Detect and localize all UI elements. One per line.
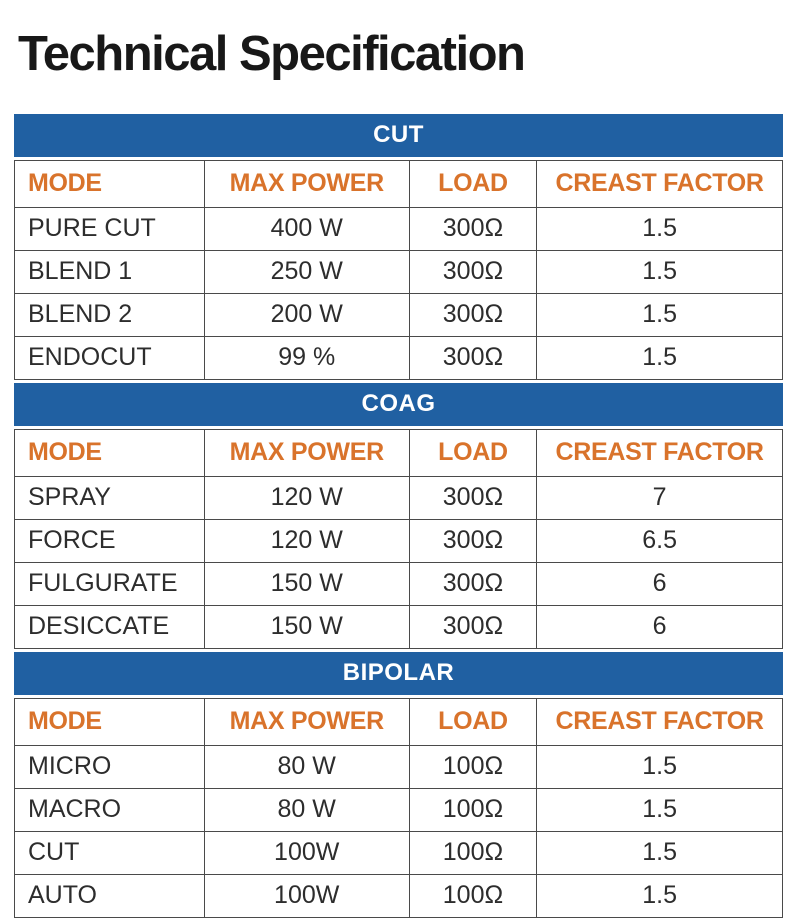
table-row: BLEND 1 250 W 300Ω 1.5: [14, 249, 783, 294]
section-coag: COAG MODE MAX POWER LOAD CREAST FACTOR S…: [14, 382, 783, 649]
cell-mode: BLEND 1: [14, 249, 205, 294]
table-row: MACRO 80 W 100Ω 1.5: [14, 787, 783, 832]
cell-creast-factor: 1.5: [536, 830, 783, 875]
cell-mode: PURE CUT: [14, 206, 205, 251]
page-title: Technical Specification: [18, 27, 526, 81]
cell-max-power: 80 W: [203, 744, 410, 789]
cell-creast-factor: 1.5: [536, 335, 783, 380]
column-header-load: LOAD: [408, 159, 538, 208]
cell-creast-factor: 6: [536, 561, 783, 606]
column-header-load: LOAD: [408, 428, 538, 477]
cell-creast-factor: 1.5: [536, 249, 783, 294]
column-header-creast-factor: CREAST FACTOR: [536, 159, 783, 208]
cell-load: 100Ω: [408, 787, 538, 832]
cell-load: 300Ω: [408, 475, 538, 520]
table-row: AUTO 100W 100Ω 1.5: [14, 873, 783, 918]
cell-load: 300Ω: [408, 249, 538, 294]
cell-creast-factor: 6.5: [536, 518, 783, 563]
cell-mode: CUT: [14, 830, 205, 875]
cell-load: 100Ω: [408, 873, 538, 918]
cell-load: 300Ω: [408, 292, 538, 337]
table-row: CUT 100W 100Ω 1.5: [14, 830, 783, 875]
cell-creast-factor: 1.5: [536, 873, 783, 918]
cell-max-power: 99 %: [203, 335, 410, 380]
cell-mode: ENDOCUT: [14, 335, 205, 380]
column-header-creast-factor: CREAST FACTOR: [536, 697, 783, 746]
column-header-load: LOAD: [408, 697, 538, 746]
table-row: DESICCATE 150 W 300Ω 6: [14, 604, 783, 649]
cell-creast-factor: 1.5: [536, 292, 783, 337]
cell-load: 300Ω: [408, 604, 538, 649]
table-row: MICRO 80 W 100Ω 1.5: [14, 744, 783, 789]
cell-max-power: 250 W: [203, 249, 410, 294]
cell-load: 100Ω: [408, 830, 538, 875]
table-row: BLEND 2 200 W 300Ω 1.5: [14, 292, 783, 337]
section-cut: CUT MODE MAX POWER LOAD CREAST FACTOR PU…: [14, 113, 783, 380]
cell-creast-factor: 1.5: [536, 744, 783, 789]
cell-mode: MICRO: [14, 744, 205, 789]
cell-mode: DESICCATE: [14, 604, 205, 649]
cell-max-power: 400 W: [203, 206, 410, 251]
column-header-row: MODE MAX POWER LOAD CREAST FACTOR: [14, 428, 783, 477]
cell-creast-factor: 1.5: [536, 787, 783, 832]
cell-max-power: 150 W: [203, 604, 410, 649]
table-row: PURE CUT 400 W 300Ω 1.5: [14, 206, 783, 251]
cell-load: 300Ω: [408, 561, 538, 606]
cell-max-power: 150 W: [203, 561, 410, 606]
cell-mode: SPRAY: [14, 475, 205, 520]
cell-creast-factor: 1.5: [536, 206, 783, 251]
column-header-max-power: MAX POWER: [203, 428, 410, 477]
spec-table-bipolar: MODE MAX POWER LOAD CREAST FACTOR MICRO …: [14, 697, 783, 918]
column-header-max-power: MAX POWER: [203, 159, 410, 208]
cell-creast-factor: 6: [536, 604, 783, 649]
column-header-row: MODE MAX POWER LOAD CREAST FACTOR: [14, 159, 783, 208]
cell-load: 300Ω: [408, 206, 538, 251]
cell-max-power: 100W: [203, 873, 410, 918]
table-row: FORCE 120 W 300Ω 6.5: [14, 518, 783, 563]
section-band-cut: CUT: [14, 113, 783, 157]
table-row: ENDOCUT 99 % 300Ω 1.5: [14, 335, 783, 380]
cell-load: 100Ω: [408, 744, 538, 789]
cell-mode: MACRO: [14, 787, 205, 832]
section-band-bipolar: BIPOLAR: [14, 651, 783, 695]
table-row: FULGURATE 150 W 300Ω 6: [14, 561, 783, 606]
cell-max-power: 120 W: [203, 518, 410, 563]
cell-mode: AUTO: [14, 873, 205, 918]
cell-max-power: 100W: [203, 830, 410, 875]
cell-load: 300Ω: [408, 518, 538, 563]
section-band-coag: COAG: [14, 382, 783, 426]
column-header-mode: MODE: [14, 697, 205, 746]
cell-max-power: 80 W: [203, 787, 410, 832]
cell-load: 300Ω: [408, 335, 538, 380]
column-header-creast-factor: CREAST FACTOR: [536, 428, 783, 477]
cell-mode: FORCE: [14, 518, 205, 563]
table-row: SPRAY 120 W 300Ω 7: [14, 475, 783, 520]
column-header-mode: MODE: [14, 428, 205, 477]
cell-mode: BLEND 2: [14, 292, 205, 337]
cell-creast-factor: 7: [536, 475, 783, 520]
cell-mode: FULGURATE: [14, 561, 205, 606]
column-header-max-power: MAX POWER: [203, 697, 410, 746]
spec-table-coag: MODE MAX POWER LOAD CREAST FACTOR SPRAY …: [14, 428, 783, 649]
column-header-row: MODE MAX POWER LOAD CREAST FACTOR: [14, 697, 783, 746]
spec-table-cut: MODE MAX POWER LOAD CREAST FACTOR PURE C…: [14, 159, 783, 380]
cell-max-power: 200 W: [203, 292, 410, 337]
cell-max-power: 120 W: [203, 475, 410, 520]
column-header-mode: MODE: [14, 159, 205, 208]
